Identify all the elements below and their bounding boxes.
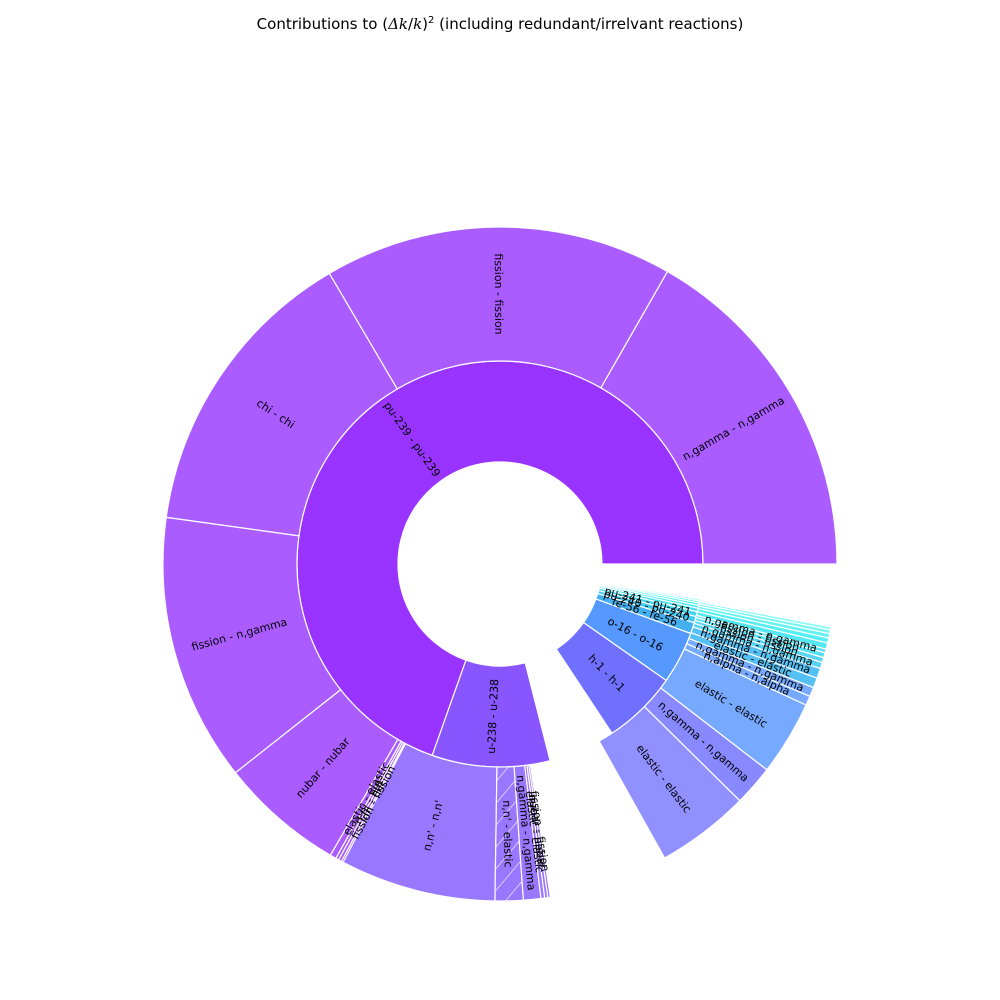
outer-wedge-31	[698, 601, 832, 631]
chart-title: Contributions to (Δk/k)2 (including redu…	[256, 15, 744, 33]
outer-ring	[162, 226, 838, 902]
inner-label-1: u-238 - u-238	[485, 679, 501, 754]
outer-label-10: n,n' - elastic	[500, 800, 515, 867]
outer-wedge-1-fission-fission	[328, 226, 669, 390]
inner-ring	[296, 360, 704, 768]
outer-label-1: fission - fission	[492, 253, 505, 334]
outer-wedge-14-fission-fission	[528, 764, 552, 899]
inner-wedge-12	[599, 581, 701, 602]
outer-wedge-0-n-gamma-n-gamma	[600, 270, 838, 565]
